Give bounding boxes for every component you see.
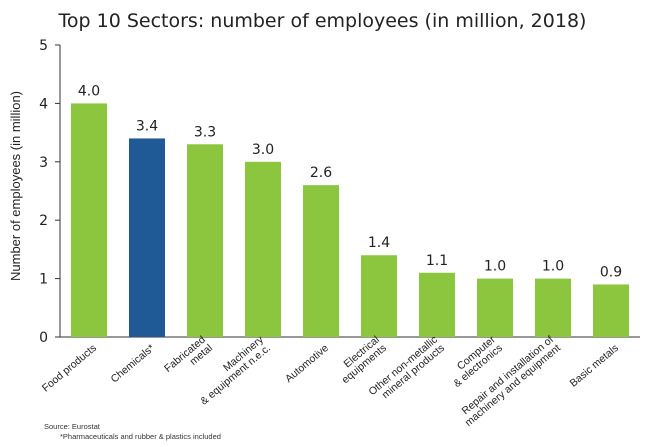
- value-label: 2.6: [310, 165, 332, 181]
- source-note: Source: Eurostat: [44, 422, 100, 431]
- value-label: 3.4: [136, 118, 158, 134]
- value-label: 0.9: [600, 264, 622, 280]
- bar: [535, 278, 571, 337]
- x-tick-label-line: Chemicals*: [109, 342, 157, 385]
- y-tick-label: 1: [39, 272, 48, 288]
- value-label: 3.3: [194, 124, 216, 140]
- bar: [129, 138, 165, 337]
- y-tick-label: 2: [39, 213, 48, 229]
- bar: [593, 284, 629, 337]
- bar: [71, 103, 107, 338]
- bar: [303, 185, 339, 337]
- bar: [419, 272, 455, 337]
- x-tick-label-line: Automotive: [283, 342, 331, 385]
- x-tick-label: Chemicals*: [109, 342, 157, 385]
- y-tick-label: 5: [39, 38, 48, 54]
- x-tick-label: Food products: [40, 342, 99, 394]
- x-tick-label-line: Food products: [40, 342, 99, 394]
- y-tick-label: 0: [39, 330, 48, 346]
- bar: [187, 144, 223, 337]
- value-label: 1.4: [368, 235, 390, 251]
- chart-title: Top 10 Sectors: number of employees (in …: [58, 10, 587, 32]
- footnote: *Pharmaceuticals and rubber & plastics i…: [60, 432, 221, 441]
- bar: [477, 278, 513, 337]
- axes: 0 1 2 3 4 5 Number of employees (in million): [8, 38, 640, 346]
- bars: [71, 103, 629, 338]
- y-tick-label: 3: [39, 155, 48, 171]
- value-label: 1.1: [426, 253, 448, 269]
- x-tick-label-line: Basic metals: [568, 342, 621, 389]
- x-tick-label: Automotive: [283, 342, 331, 385]
- bar: [361, 255, 397, 337]
- y-tick-label: 4: [39, 96, 48, 112]
- x-tick-label: Basic metals: [568, 342, 621, 389]
- value-label: 1.0: [542, 259, 564, 275]
- value-label: 3.0: [252, 142, 274, 158]
- value-label: 1.0: [484, 259, 506, 275]
- bar: [245, 161, 281, 337]
- value-label: 4.0: [78, 83, 100, 99]
- y-axis-label: Number of employees (in million): [8, 91, 23, 281]
